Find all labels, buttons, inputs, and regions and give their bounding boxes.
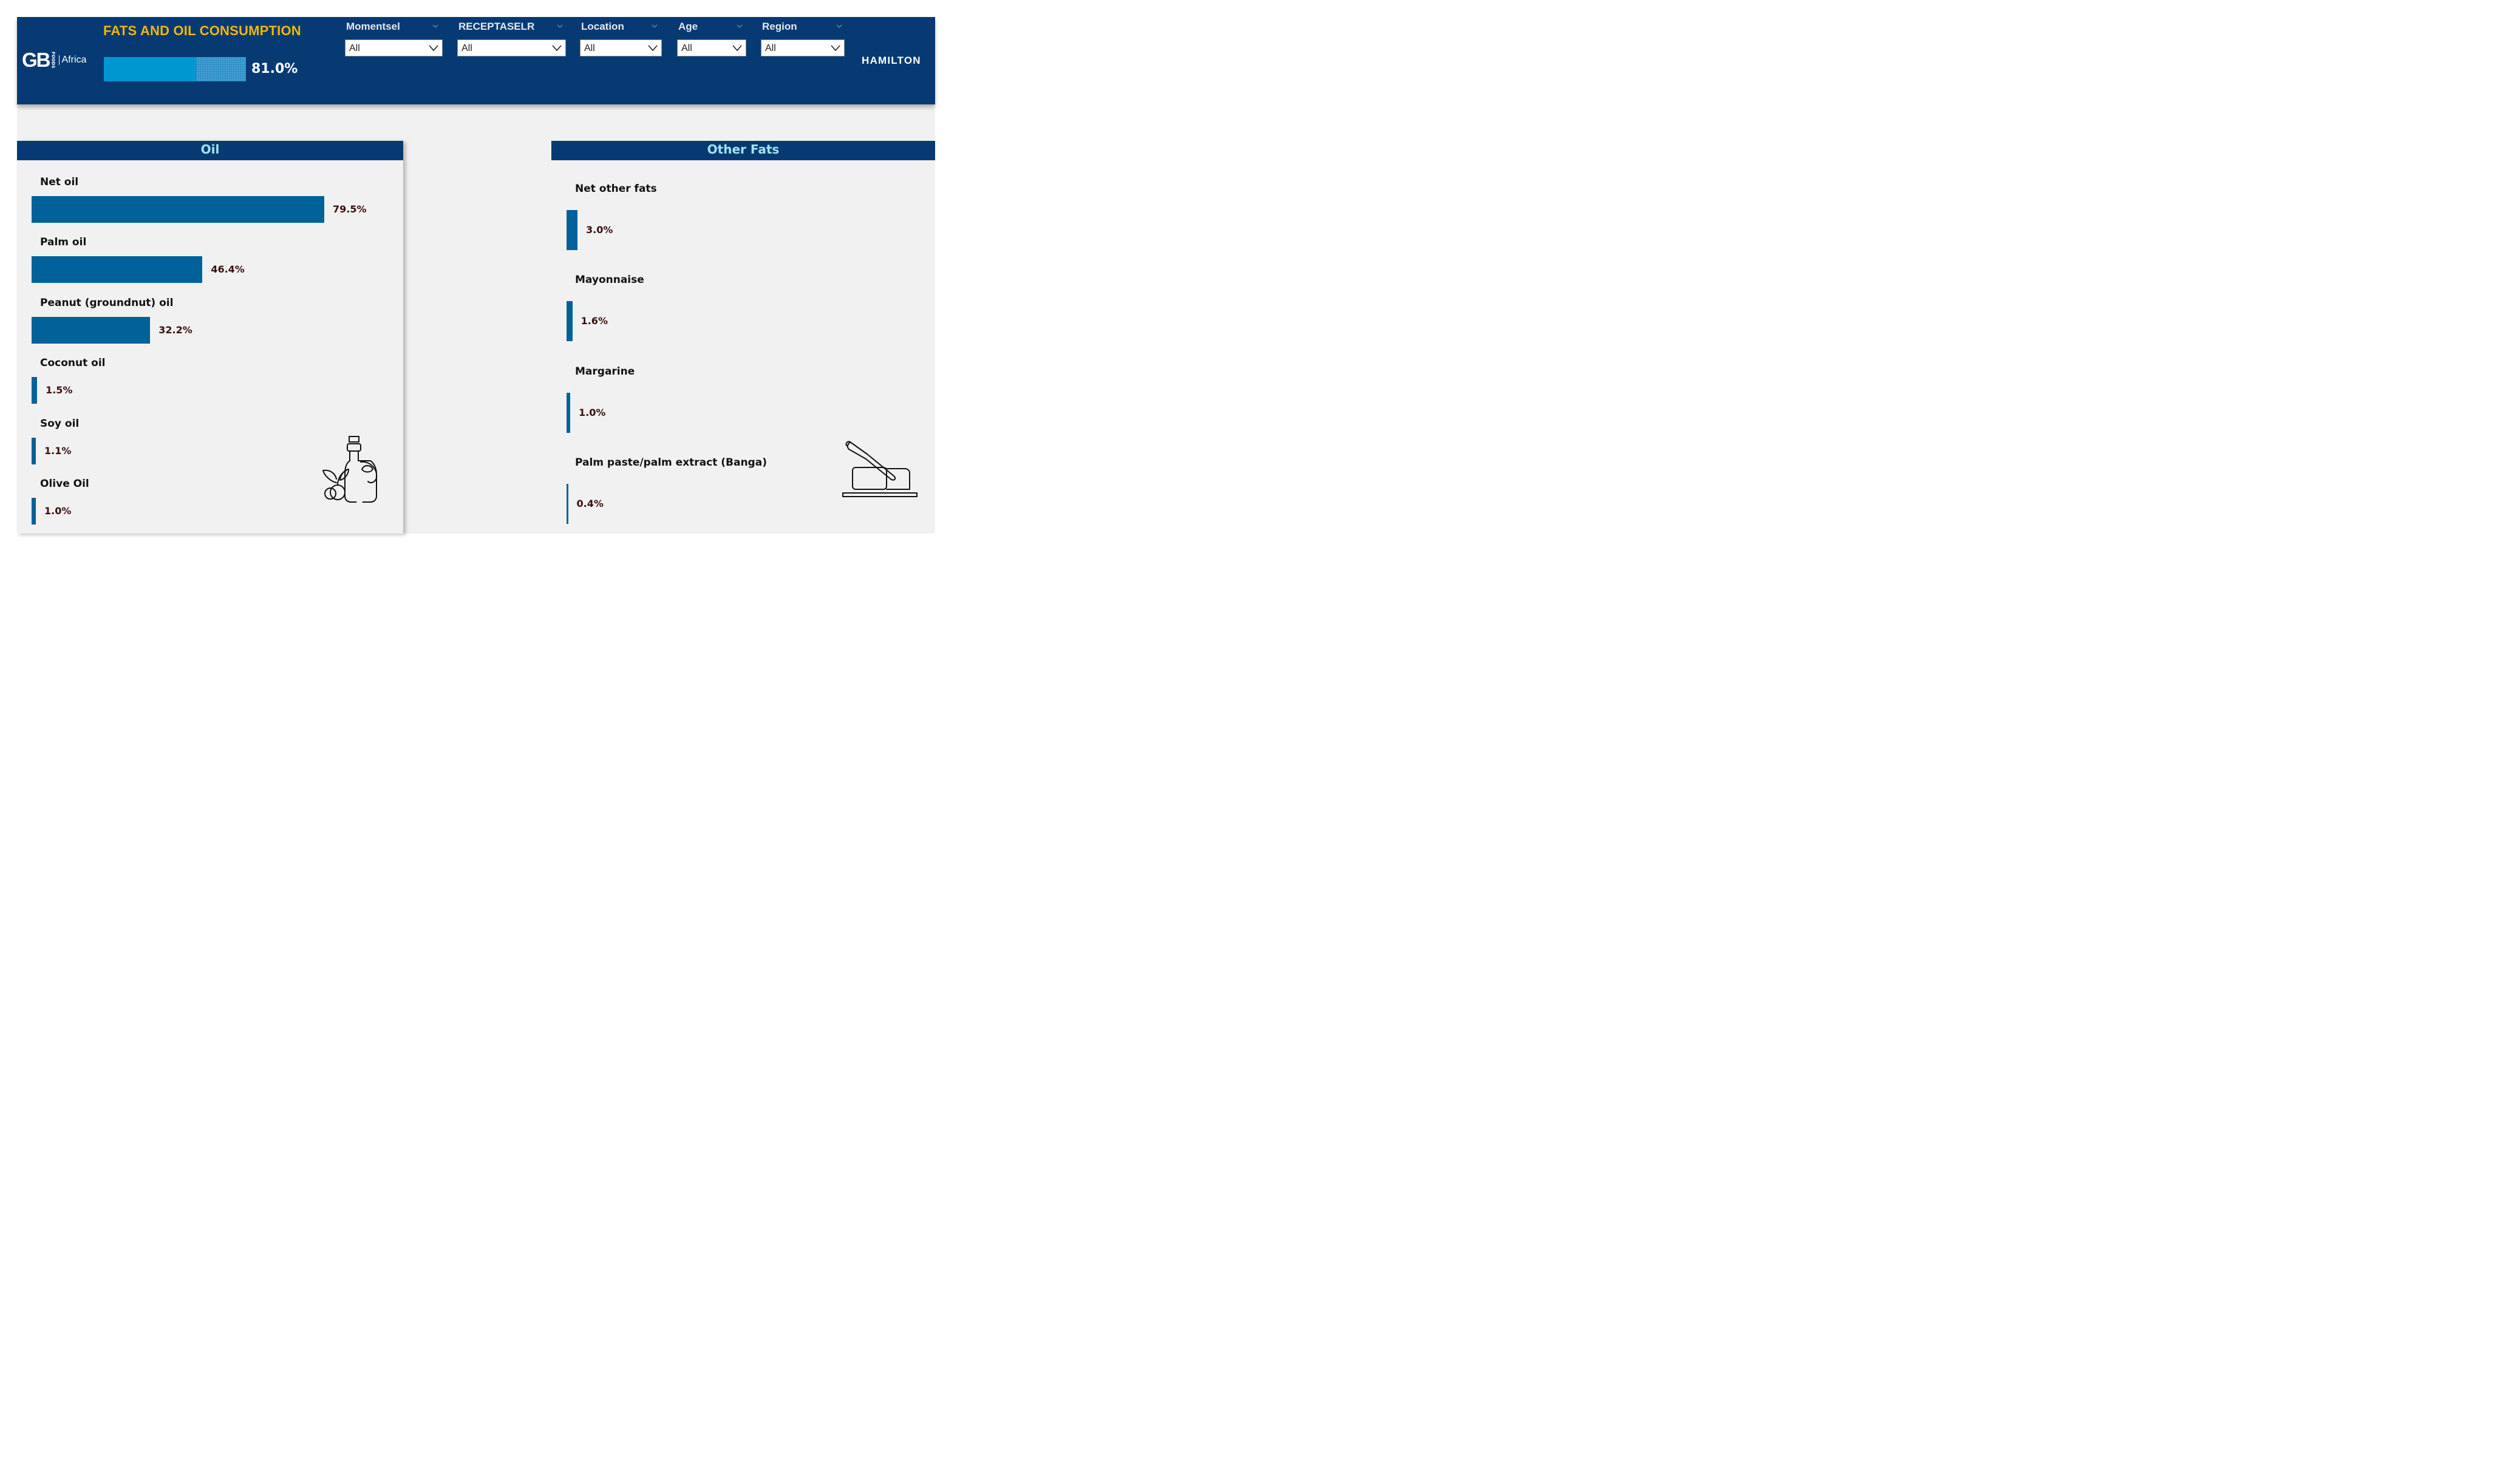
filter-dropdown[interactable]: All (677, 39, 746, 56)
collapse-chevron-icon[interactable] (836, 23, 842, 29)
filter-label: Region (762, 21, 797, 32)
chevron-down-icon (429, 45, 438, 52)
chevron-down-icon (552, 45, 562, 52)
chevron-down-icon (732, 45, 742, 52)
bar-value-label: 1.1% (44, 444, 72, 457)
bar-value-label: 1.0% (579, 406, 606, 418)
bar-label: Net oil (40, 176, 79, 188)
bar[interactable] (32, 498, 36, 525)
gb-foods-africa-logo: GB FOODS Africa (22, 50, 86, 70)
filter-selected-value: All (349, 43, 360, 53)
oil-panel: Oil Net oil 79.5% Palm oil 46.4% Peanut (gro… (17, 141, 403, 534)
bar-label: Coconut oil (40, 357, 106, 370)
bar-value-label: 79.5% (333, 203, 367, 215)
bar[interactable] (32, 256, 203, 284)
bar[interactable] (32, 437, 36, 464)
logo-subbrand: FOODS (50, 51, 56, 69)
logo-region: Africa (58, 55, 86, 65)
oil-panel-title: Oil (17, 141, 403, 160)
bar-label: Palm oil (40, 236, 87, 249)
bar-label: Olive Oil (40, 478, 89, 490)
filter-dropdown[interactable]: All (580, 39, 662, 56)
logo-brand: GB (22, 49, 50, 71)
other-fats-panel: Other Fats Net other fats 3.0% Mayonnaise 1… (551, 141, 935, 534)
bar-label: Net other fats (575, 183, 657, 195)
filter-dropdown[interactable]: All (761, 39, 845, 56)
bar[interactable] (32, 196, 324, 223)
collapse-chevron-icon[interactable] (432, 23, 438, 29)
consumption-progress-bar (104, 57, 246, 81)
bar[interactable] (32, 377, 38, 404)
bar-value-label: 3.0% (586, 224, 613, 236)
filter-selected-value: All (765, 43, 776, 53)
bar-label: Peanut (groundnut) oil (40, 296, 174, 309)
consumption-progress-value: 81.0% (251, 61, 298, 76)
collapse-chevron-icon[interactable] (652, 23, 658, 29)
bar-value-label: 1.5% (46, 384, 73, 396)
page-title: FATS AND OIL CONSUMPTION (103, 23, 301, 38)
oil-bottle-icon (322, 436, 378, 503)
filter-label: Location (581, 21, 624, 32)
bar-label: Margarine (575, 365, 635, 378)
bar-value-label: 46.4% (211, 263, 245, 276)
bar-value-label: 1.0% (44, 505, 72, 517)
bar[interactable] (567, 210, 577, 250)
bar-value-label: 0.4% (576, 497, 604, 509)
filter-dropdown[interactable]: All (457, 39, 566, 56)
bar[interactable] (32, 316, 151, 344)
filter-label: Momentsel (346, 21, 400, 32)
bar[interactable] (567, 392, 570, 433)
bar[interactable] (567, 301, 573, 342)
filter-selected-value: All (584, 43, 595, 53)
chevron-down-icon (648, 45, 658, 52)
butter-knife-icon (842, 441, 918, 497)
bar[interactable] (567, 483, 568, 524)
other-fats-panel-title: Other Fats (551, 141, 935, 160)
filter-label: RECEPTASELR (458, 21, 535, 32)
filter-selected-value: All (461, 43, 472, 53)
bar-label: Palm paste/palm extract (Banga) (575, 456, 767, 469)
filter-selected-value: All (681, 43, 692, 53)
city-label: HAMILTON (862, 55, 921, 66)
consumption-progress-fill (104, 57, 196, 81)
filter-label: Age (678, 21, 698, 32)
bar-label: Soy oil (40, 417, 80, 430)
collapse-chevron-icon[interactable] (737, 23, 743, 29)
chevron-down-icon (831, 45, 840, 52)
filter-dropdown[interactable]: All (345, 39, 443, 56)
bar-value-label: 32.2% (158, 324, 192, 336)
bar-label: Mayonnaise (575, 274, 644, 287)
collapse-chevron-icon[interactable] (557, 23, 563, 29)
bar-value-label: 1.6% (581, 315, 608, 327)
